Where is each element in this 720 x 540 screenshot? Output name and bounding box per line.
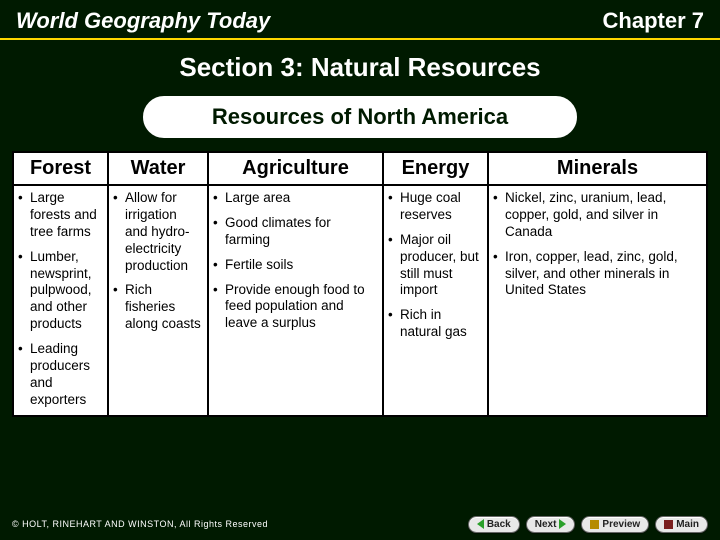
column-header: Minerals [488, 152, 707, 185]
book-title: World Geography Today [16, 8, 270, 34]
bullet-item: Large forests and tree farms [18, 190, 101, 241]
preview-button[interactable]: Preview [581, 516, 649, 533]
column-header: Forest [13, 152, 108, 185]
bullet-item: Rich fisheries along coasts [113, 282, 201, 333]
column-cell: Nickel, zinc, uranium, lead, copper, gol… [488, 185, 707, 416]
bullet-item: Fertile soils [213, 257, 376, 274]
chapter-label: Chapter 7 [603, 8, 704, 34]
main-button[interactable]: Main [655, 516, 708, 533]
preview-label: Preview [602, 519, 640, 530]
main-label: Main [676, 519, 699, 530]
bullet-item: Rich in natural gas [388, 307, 481, 341]
main-icon [664, 520, 673, 529]
section-title: Section 3: Natural Resources [0, 40, 720, 93]
back-label: Back [487, 519, 511, 530]
nav-buttons: Back Next Preview Main [468, 516, 708, 533]
bullet-item: Large area [213, 190, 376, 207]
slide-header: World Geography Today Chapter 7 [0, 0, 720, 38]
next-label: Next [535, 519, 557, 530]
table-body-row: Large forests and tree farms Lumber, news… [13, 185, 707, 416]
column-cell: Large area Good climates for farming Ferti… [208, 185, 383, 416]
table-header-row: ForestWaterAgricultureEnergyMinerals [13, 152, 707, 185]
slide-footer: © HOLT, RINEHART AND WINSTON, All Rights… [0, 508, 720, 540]
resource-table: ForestWaterAgricultureEnergyMinerals Lar… [12, 151, 708, 417]
next-button[interactable]: Next [526, 516, 576, 533]
preview-icon [590, 520, 599, 529]
bullet-item: Leading producers and exporters [18, 341, 101, 409]
column-header: Agriculture [208, 152, 383, 185]
copyright-text: © HOLT, RINEHART AND WINSTON, All Rights… [12, 519, 268, 529]
content-area: ForestWaterAgricultureEnergyMinerals Lar… [0, 151, 720, 417]
bullet-item: Allow for irrigation and hydro-electrici… [113, 190, 201, 274]
column-cell: Allow for irrigation and hydro-electrici… [108, 185, 208, 416]
column-header: Energy [383, 152, 488, 185]
back-button[interactable]: Back [468, 516, 520, 533]
column-header: Water [108, 152, 208, 185]
bullet-item: Nickel, zinc, uranium, lead, copper, gol… [493, 190, 700, 241]
bullet-item: Iron, copper, lead, zinc, gold, silver, … [493, 249, 700, 300]
bullet-item: Lumber, newsprint, pulpwood, and other p… [18, 249, 101, 333]
column-cell: Huge coal reserves Major oil producer, bu… [383, 185, 488, 416]
arrow-right-icon [559, 519, 566, 529]
bullet-item: Provide enough food to feed population a… [213, 282, 376, 333]
arrow-left-icon [477, 519, 484, 529]
column-cell: Large forests and tree farms Lumber, news… [13, 185, 108, 416]
bullet-item: Major oil producer, but still must impor… [388, 232, 481, 300]
bullet-item: Good climates for farming [213, 215, 376, 249]
topic-pill: Resources of North America [140, 93, 580, 141]
bullet-item: Huge coal reserves [388, 190, 481, 224]
